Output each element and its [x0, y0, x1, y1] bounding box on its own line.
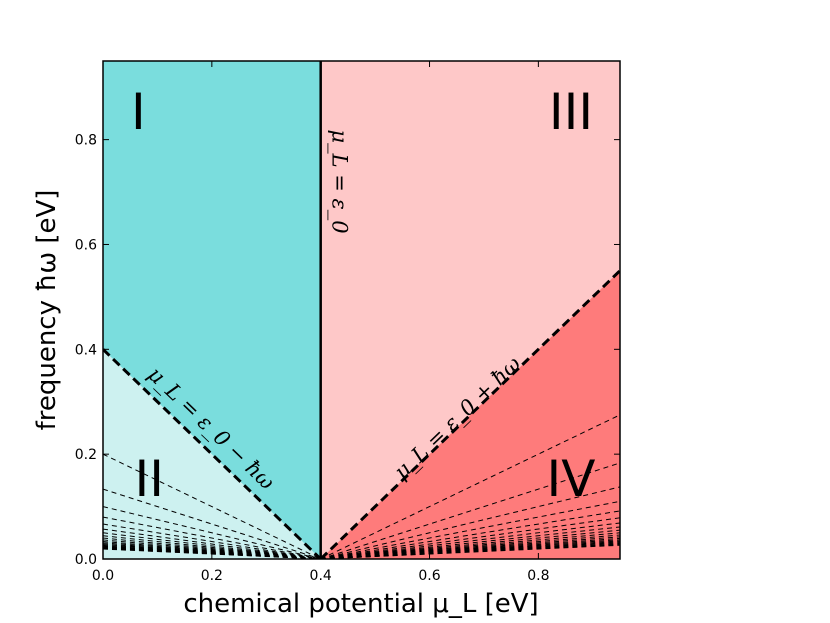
fan-line-left-0 [103, 453, 321, 559]
x-tick-label: 0.6 [418, 568, 440, 584]
fan-line-right-2 [320, 486, 620, 559]
fan-line-right-0 [320, 414, 620, 559]
fan-line-right-1 [320, 462, 620, 559]
x-axis-label: chemical potential μ_L [eV] [183, 589, 538, 619]
fan-line-left-4 [103, 523, 321, 559]
plot-area [103, 61, 620, 559]
x-axis-ticks: 0.0 0.2 0.4 0.6 0.8 [92, 61, 550, 584]
x-tick-label: 0.4 [310, 568, 332, 584]
fan-line-right-3 [320, 500, 620, 559]
region-label-III: III [549, 83, 593, 141]
region-label-I: I [131, 83, 146, 141]
x-tick-label: 0.0 [92, 568, 114, 584]
y-axis-label: frequency ħω [eV] [32, 190, 62, 431]
boundary-dashed-line-1 [103, 348, 322, 559]
y-axis-ticks: 0.0 0.2 0.4 0.6 0.8 [75, 133, 620, 568]
y-tick-label: 0.6 [75, 237, 97, 253]
fan-line-left-2 [103, 506, 321, 559]
fan-line-left-3 [103, 516, 321, 559]
y-tick-label: 0.4 [75, 342, 97, 358]
fan-line-right-4 [320, 510, 620, 559]
fan-line-left-1 [103, 488, 321, 559]
region-label-IV: IV [547, 450, 596, 508]
plot-frame [102, 60, 621, 560]
x-tick-label: 0.2 [201, 568, 223, 584]
annotation-vertical-boundary: μ_L = ε_0 [328, 129, 352, 233]
region-label-II: II [135, 450, 165, 508]
x-tick-label: 0.8 [527, 568, 549, 584]
fan-line-right-19 [320, 544, 620, 559]
fan-line-left-5 [103, 528, 321, 559]
y-tick-label: 0.8 [75, 133, 97, 149]
y-tick-label: 0.2 [75, 447, 97, 463]
region-III-fill [320, 61, 620, 559]
y-tick-label: 0.0 [75, 552, 97, 568]
